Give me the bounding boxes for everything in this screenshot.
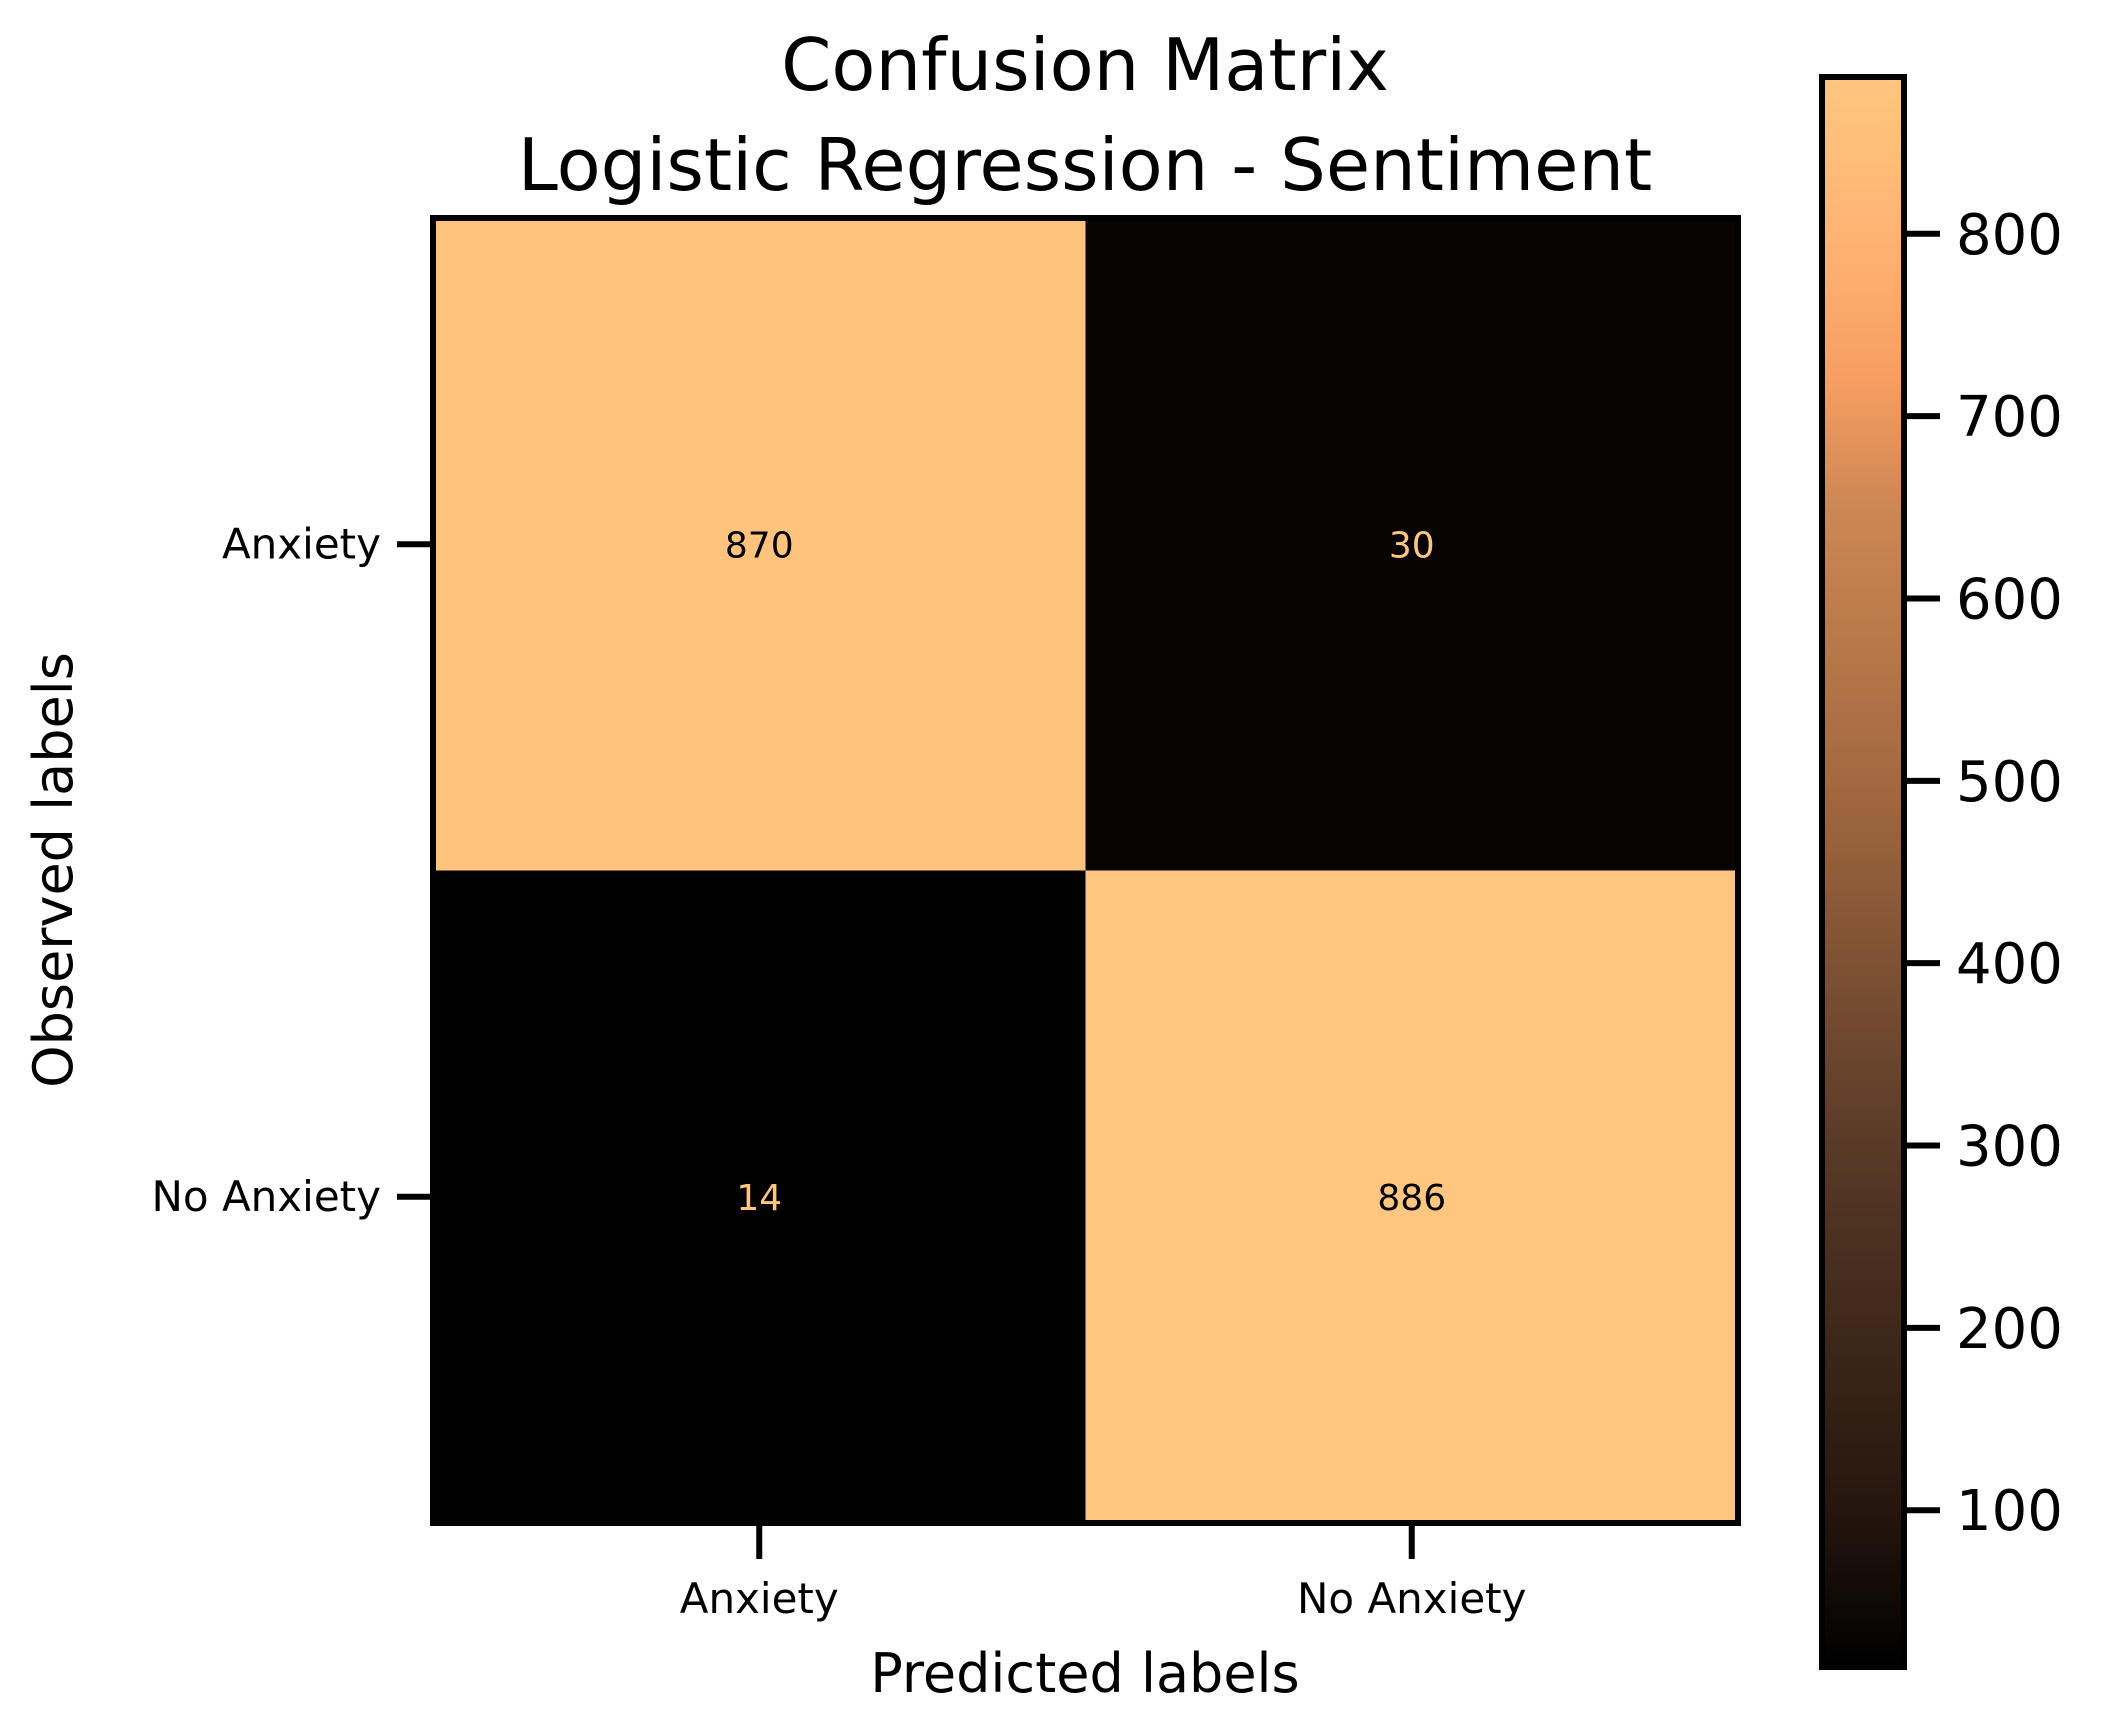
matrix-cell-value: 870 (725, 525, 794, 566)
matrix-cell (433, 218, 1086, 871)
matrix-cells (433, 218, 1739, 1524)
y-axis-ticks: Anxiety No Anxiety (151, 519, 433, 1221)
matrix-cell (433, 870, 1086, 1524)
colorbar-tick-label: 400 (1956, 932, 2063, 997)
x-axis-label: Predicted labels (870, 1642, 1299, 1705)
plot-frame (430, 215, 1741, 1526)
colorbar-tick-label: 200 (1956, 1297, 2063, 1362)
matrix-cell (1085, 218, 1739, 871)
colorbar-ticks: 100 200 300 400 500 600 700 800 (1904, 203, 2063, 1544)
chart-title-line-2: Logistic Regression - Sentiment (518, 123, 1653, 207)
x-tick-label: No Anxiety (1297, 1574, 1527, 1623)
y-tick-label: No Anxiety (151, 1172, 381, 1221)
matrix-cell (1085, 870, 1739, 1524)
x-tick-label: Anxiety (680, 1574, 839, 1623)
colorbar-tick-label: 300 (1956, 1115, 2063, 1180)
chart-title-line-1: Confusion Matrix (781, 23, 1389, 107)
y-tick-label: Anxiety (222, 519, 381, 568)
colorbar-tick-label: 800 (1956, 203, 2063, 268)
matrix-cell-labels: 870 30 14 886 (725, 525, 1446, 1219)
matrix-cell-value: 30 (1389, 525, 1435, 566)
matrix-cell-value: 14 (736, 1178, 782, 1219)
y-axis-label: Observed labels (22, 652, 85, 1088)
colorbar-tick-label: 100 (1956, 1479, 2063, 1544)
x-axis-ticks: Anxiety No Anxiety (680, 1523, 1527, 1623)
colorbar-tick-label: 500 (1956, 750, 2063, 815)
colorbar (1819, 74, 1907, 1670)
colorbar-tick-label: 600 (1956, 567, 2063, 632)
matrix-cell-value: 886 (1377, 1178, 1446, 1219)
colorbar-tick-label: 700 (1956, 385, 2063, 450)
